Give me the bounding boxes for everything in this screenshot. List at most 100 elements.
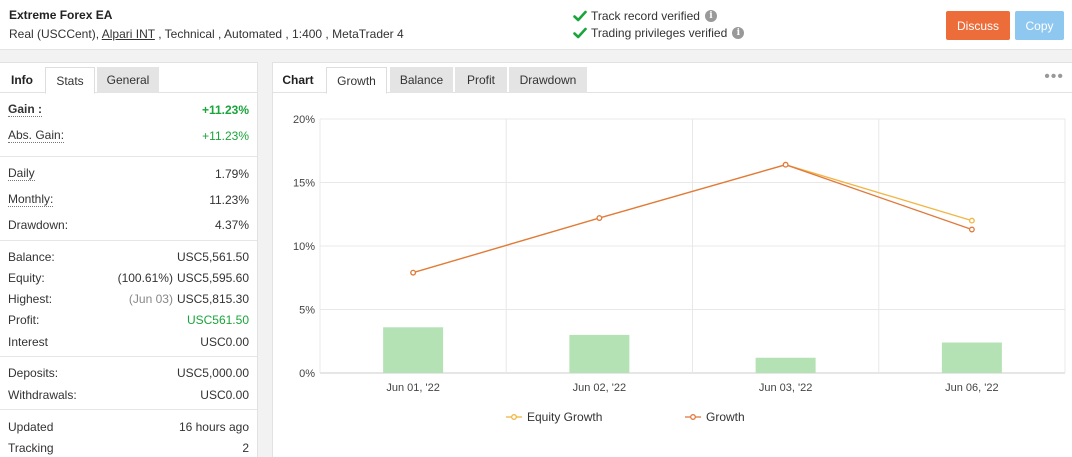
chart-tabs: Chart Growth Balance Profit Drawdown ••• [273,63,1072,94]
y-tick-label: 20% [293,114,315,126]
stats-panel: Info Stats General Gain : +11.23% Abs. G… [0,62,258,457]
y-tick-label: 10% [293,241,315,253]
stat-label[interactable]: Gain : [8,102,43,117]
stat-value: 16 hours ago [178,420,249,434]
stat-value: 11.23% [209,193,249,207]
bar [383,327,444,373]
data-point [968,226,975,233]
stat-value: +11.23% [202,129,249,143]
stat-label[interactable]: Abs. Gain: [8,128,65,143]
x-tick-label: Jun 02, '22 [573,382,626,394]
stat-label: Deposits: [8,366,59,380]
stat-highest: Highest: (Jun 03) USC5,815.30 [8,292,249,306]
tab-general[interactable]: General [97,67,159,93]
y-tick-label: 5% [299,305,315,317]
stat-label: Updated [8,420,54,434]
stat-equity: Equity: (100.61%) USC5,595.60 [8,271,249,285]
x-tick-label: Jun 06, '22 [945,382,998,394]
divider [0,156,257,157]
stat-label: Drawdown: [8,218,69,232]
tab-growth[interactable]: Growth [326,67,387,94]
stat-value: (Jun 03) USC5,815.30 [129,292,249,306]
x-tick-label: Jun 03, '22 [759,382,812,394]
stat-value: USC5,000.00 [176,366,249,380]
data-point [596,215,603,222]
account-subtitle: Real (USCCent), Alpari INT , Technical ,… [9,27,404,41]
stat-withdrawals: Withdrawals: USC0.00 [8,388,249,402]
data-point [782,161,789,168]
trading-privileges-label: Trading privileges verified [591,26,728,40]
more-options-icon[interactable]: ••• [1044,68,1064,85]
legend-marker [511,414,517,420]
stat-value: USC5,561.50 [176,250,249,264]
growth-chart: 0% 5% 10% 15% 20% Jun 01, '22 Jun 02, '22 Jun 0… [293,114,1066,424]
stat-label: Withdrawals: [8,388,77,402]
stat-daily: Daily 1.79% [8,167,249,181]
legend-marker [690,414,696,420]
tab-info[interactable]: Info [11,73,33,87]
stat-updated: Updated 16 hours ago [8,420,249,434]
trading-privileges-verified: Trading privileges verified i [573,26,745,40]
tab-profit[interactable]: Profit [455,67,507,93]
tab-chart[interactable]: Chart [282,73,314,87]
account-type: Real (USCCent) [9,27,96,41]
divider [0,240,257,241]
stat-label[interactable]: Monthly: [8,192,54,207]
chart-panel: Chart Growth Balance Profit Drawdown •••… [272,62,1072,457]
info-icon[interactable]: i [704,10,717,22]
bar [755,357,816,373]
info-icon[interactable]: i [732,27,745,39]
stat-interest: Interest USC0.00 [8,335,249,349]
stat-profit: Profit: USC561.50 [8,313,249,327]
stat-deposits: Deposits: USC5,000.00 [8,366,249,380]
stat-label: Tracking [8,441,54,455]
divider [0,356,257,357]
stat-value: USC0.00 [200,335,249,349]
bar [569,334,630,373]
account-tags: , Technical , Automated , 1:400 , MetaTr… [158,27,404,41]
stat-tracking: Tracking 2 [8,441,249,455]
stat-label[interactable]: Daily [8,166,35,181]
highest-date: (Jun 03) [128,292,173,306]
check-icon [573,27,587,39]
highest-amount: USC5,815.30 [176,292,249,306]
stat-value: 4.37% [214,218,249,232]
stat-gain: Gain : +11.23% [8,103,249,117]
bar [941,342,1002,373]
stat-value: 2 [242,441,249,455]
stat-label: Equity: [8,271,45,285]
data-point [410,269,417,276]
y-tick-label: 15% [293,178,315,190]
track-record-label: Track record verified [591,9,700,23]
tab-stats[interactable]: Stats [45,67,95,94]
divider [0,409,257,410]
series-line [412,164,973,274]
tab-drawdown[interactable]: Drawdown [509,67,587,93]
equity-amount: USC5,595.60 [176,271,249,285]
system-title: Extreme Forex EA [9,8,113,22]
stat-label: Profit: [8,313,40,327]
broker-link[interactable]: Alpari INT [101,27,155,41]
stat-label: Balance: [8,250,55,264]
stat-value: 1.79% [214,167,249,181]
stat-drawdown: Drawdown: 4.37% [8,218,249,232]
stat-value: +11.23% [201,103,249,117]
y-tick-label: 0% [299,368,315,380]
stat-value: USC561.50 [186,313,249,327]
track-record-verified: Track record verified i [573,9,717,23]
left-tabs: Info Stats General [0,63,257,94]
header: Extreme Forex EA Real (USCCent), Alpari … [0,0,1072,50]
stat-monthly: Monthly: 11.23% [8,193,249,207]
copy-button[interactable]: Copy [1015,11,1064,40]
check-icon [573,10,587,22]
discuss-button[interactable]: Discuss [946,11,1010,40]
stat-balance: Balance: USC5,561.50 [8,250,249,264]
legend-label: Equity Growth [527,410,602,424]
stat-value: (100.61%) USC5,595.60 [118,271,249,285]
tab-balance[interactable]: Balance [390,67,453,93]
equity-percent: (100.61%) [117,271,173,285]
stat-label: Highest: [8,292,53,306]
stat-abs-gain: Abs. Gain: +11.23% [8,129,249,143]
x-tick-label: Jun 01, '22 [386,382,439,394]
stat-label: Interest [8,335,49,349]
